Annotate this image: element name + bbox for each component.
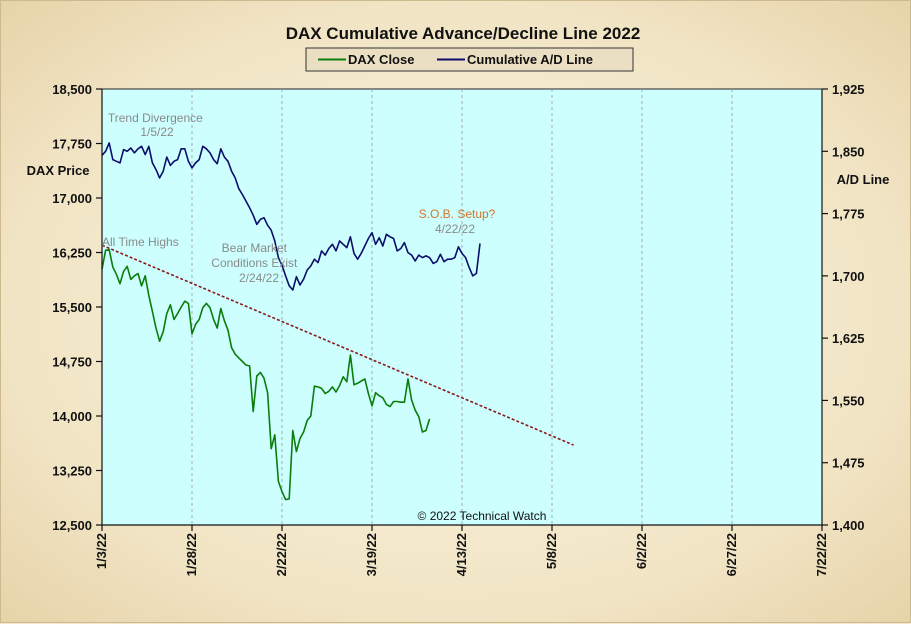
right-axis-title: A/D Line [837, 172, 890, 187]
legend-label-ad-line: Cumulative A/D Line [467, 52, 593, 67]
right-tick-label: 1,475 [832, 456, 865, 471]
series-line-cumulative-a-d-line [101, 142, 481, 291]
annotation-bear-market-line1: Bear Market [222, 241, 288, 255]
legend-label-dax-close: DAX Close [348, 52, 414, 67]
left-axis-title: DAX Price [27, 163, 90, 178]
right-tick-label: 1,625 [832, 331, 865, 346]
x-tick-label: 5/8/22 [544, 533, 559, 569]
x-tick-label: 7/22/22 [814, 533, 829, 576]
x-axis-ticks: 1/3/22 1/28/22 2/22/22 3/19/22 4/13/22 5/8/22… [94, 525, 829, 576]
x-tick-label: 2/22/22 [274, 533, 289, 576]
legend: DAX Close Cumulative A/D Line [305, 47, 634, 72]
x-tick-label: 1/28/22 [184, 533, 199, 576]
x-tick-label: 6/2/22 [634, 533, 649, 569]
trendline [101, 244, 574, 446]
left-tick-label: 12,500 [52, 518, 92, 533]
left-tick-label: 15,500 [52, 300, 92, 315]
copyright-text: © 2022 Technical Watch [418, 509, 547, 523]
left-tick-label: 17,000 [52, 191, 92, 206]
left-tick-label: 14,000 [52, 409, 92, 424]
series-line-dax-close [101, 248, 431, 501]
annotation-trend-divergence: Trend Divergence 1/5/22 [108, 111, 206, 139]
left-tick-label: 17,750 [52, 137, 92, 152]
x-tick-label: 3/19/22 [364, 533, 379, 576]
annotation-all-time-highs: All Time Highs [102, 235, 179, 249]
annotation-trend-divergence-line1: Trend Divergence [108, 111, 203, 125]
right-tick-label: 1,850 [832, 144, 865, 159]
x-tick-label: 4/13/22 [454, 533, 469, 576]
right-tick-label: 1,550 [832, 393, 865, 408]
trendline-layer [101, 244, 574, 446]
series-layer [101, 142, 481, 501]
right-tick-label: 1,400 [832, 518, 865, 533]
legend-box [305, 47, 634, 72]
right-tick-label: 1,925 [832, 82, 865, 97]
annotation-bear-market-date: 2/24/22 [239, 271, 279, 285]
annotation-sob-setup: S.O.B. Setup? [419, 207, 496, 221]
left-tick-label: 13,250 [52, 464, 92, 479]
left-tick-label: 14,750 [52, 355, 92, 370]
annotation-bear-market: Bear Market Conditions Exist 2/24/22 [211, 241, 300, 285]
left-tick-label: 16,250 [52, 246, 92, 261]
right-tick-label: 1,775 [832, 207, 865, 222]
left-axis-ticks: 18,500 17,750 17,000 16,250 15,500 14,750 14,0… [52, 82, 102, 533]
x-tick-label: 6/27/22 [724, 533, 739, 576]
annotation-bear-market-line2: Conditions Exist [211, 256, 298, 270]
left-tick-label: 18,500 [52, 82, 92, 97]
right-axis-ticks: 1,925 1,850 1,775 1,700 1,625 1,550 1,475 1,400 [822, 82, 865, 533]
chart-title: DAX Cumulative Advance/Decline Line 2022 [286, 24, 641, 43]
x-tick-label: 1/3/22 [94, 533, 109, 569]
gridlines [191, 89, 733, 525]
annotation-sob-setup-date: 4/22/22 [435, 222, 475, 236]
right-tick-label: 1,700 [832, 269, 865, 284]
annotation-trend-divergence-date: 1/5/22 [140, 125, 174, 139]
annotations: Trend Divergence 1/5/22 All Time Highs B… [102, 111, 496, 285]
